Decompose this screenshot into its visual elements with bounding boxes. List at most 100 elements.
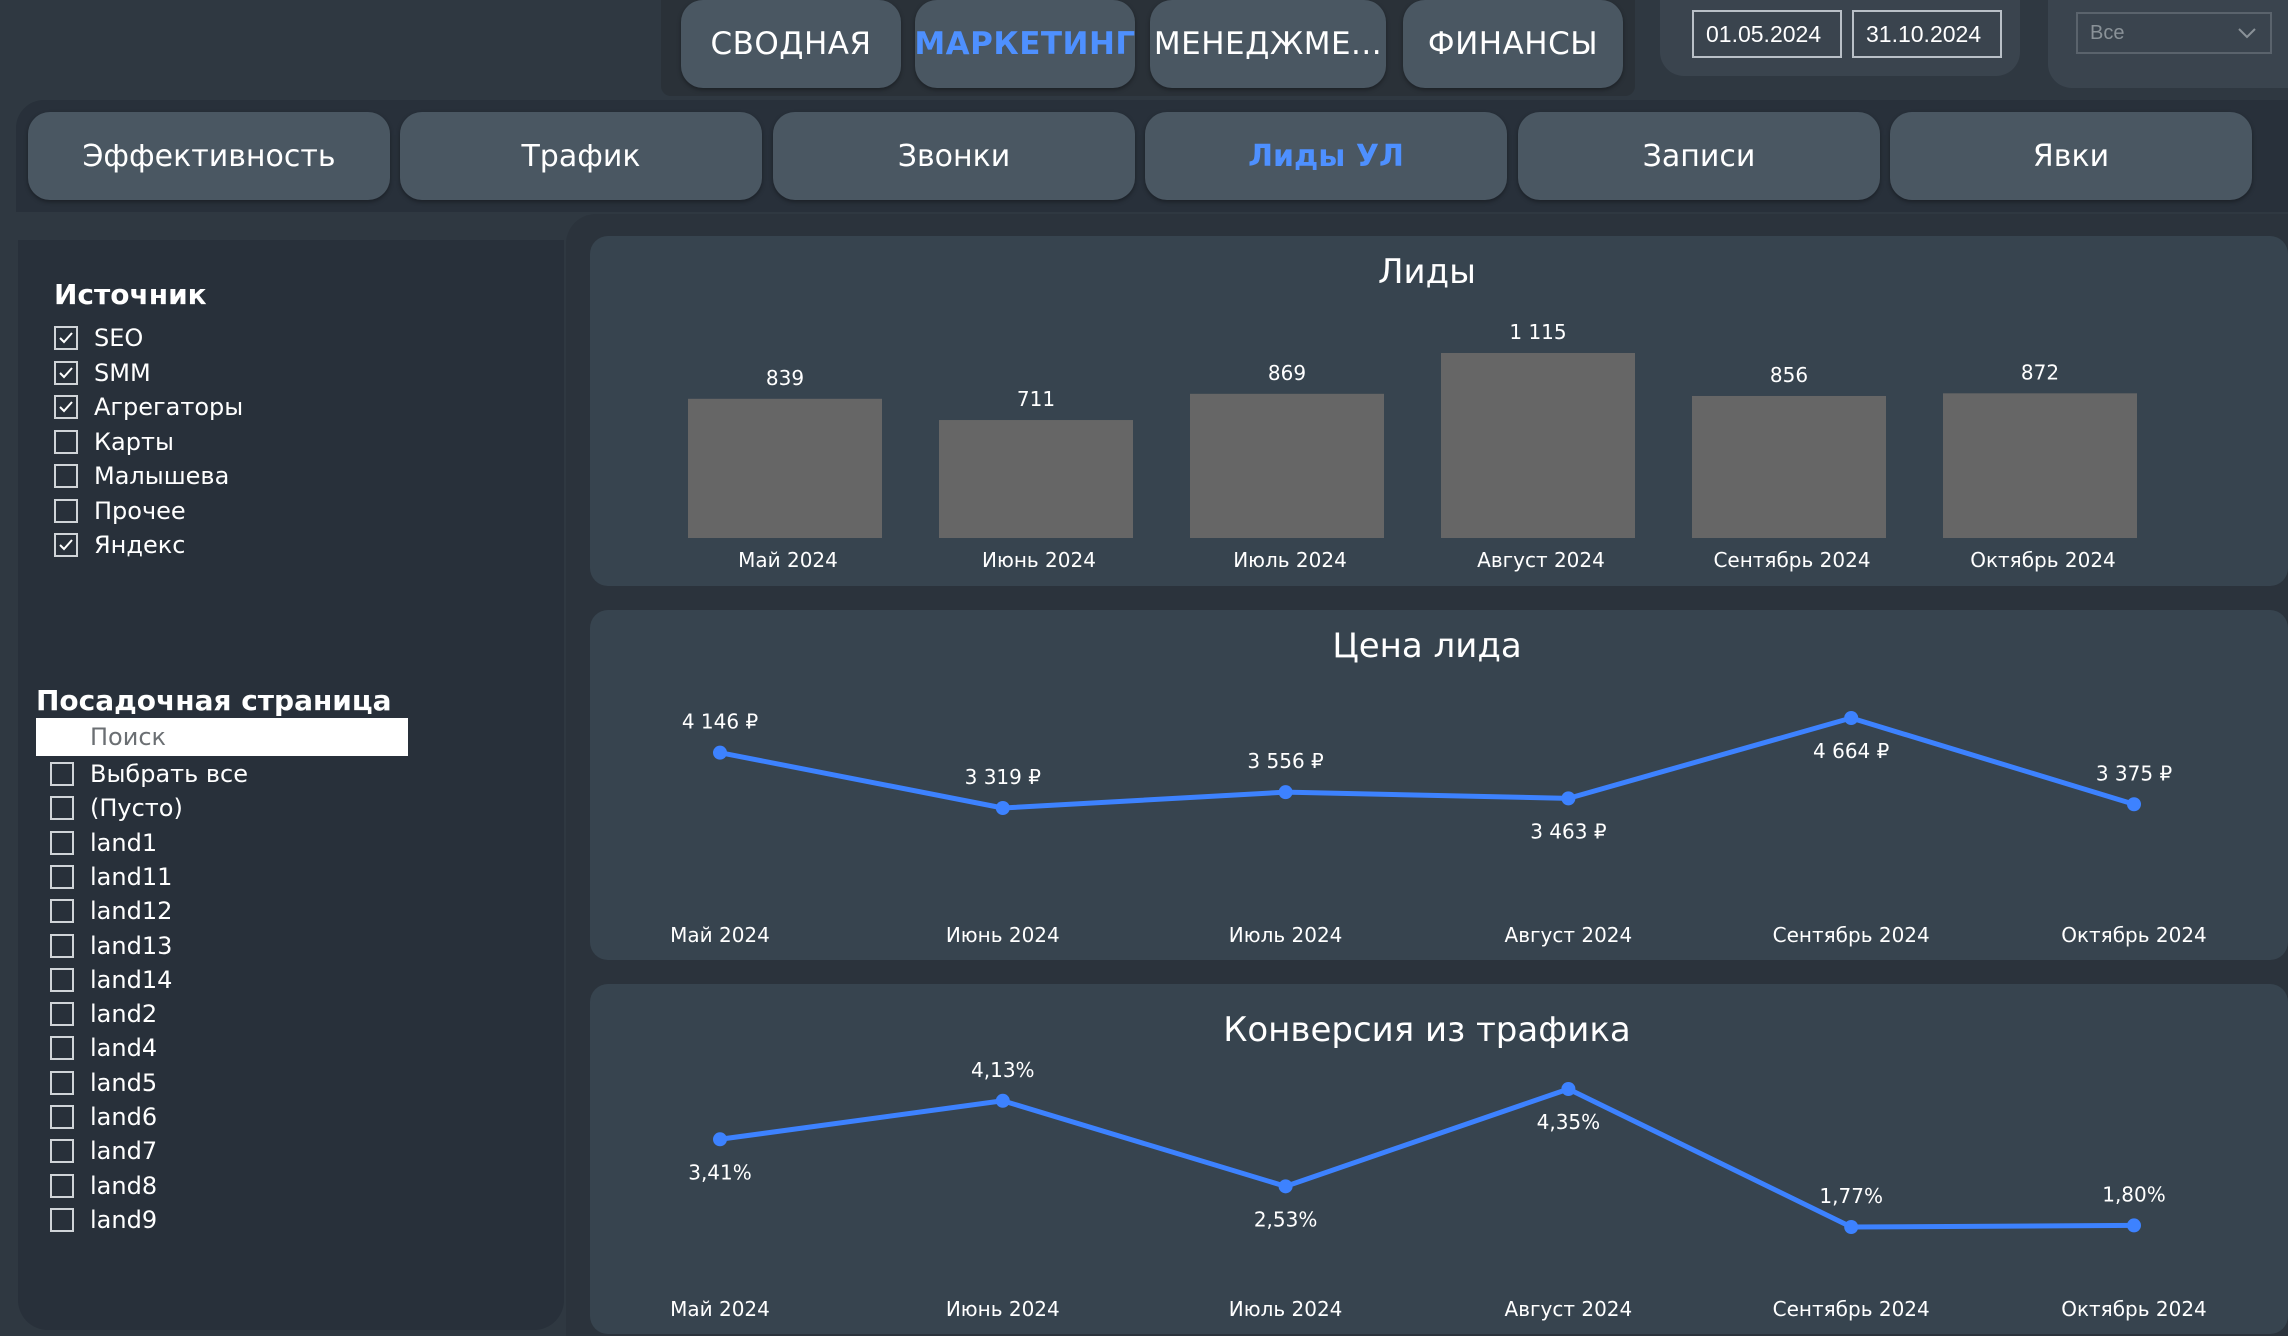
x-tick-label: Октябрь 2024 xyxy=(2061,923,2207,947)
bar[interactable] xyxy=(688,398,882,538)
source-option[interactable]: Карты xyxy=(54,428,174,456)
data-label: 856 xyxy=(1770,363,1808,387)
checkbox[interactable] xyxy=(54,498,78,523)
checkbox[interactable] xyxy=(50,830,74,855)
checkbox[interactable] xyxy=(50,796,74,821)
subtab-appointments[interactable]: Записи xyxy=(1518,112,1880,200)
x-tick-label: Июнь 2024 xyxy=(982,548,1096,572)
data-point[interactable] xyxy=(995,1093,1010,1108)
data-point[interactable] xyxy=(1278,785,1293,800)
source-option[interactable]: Прочее xyxy=(54,497,186,525)
source-option[interactable]: Агрегаторы xyxy=(54,393,243,421)
landing-search-input[interactable]: Поиск xyxy=(36,718,408,756)
landing-option[interactable]: land12 xyxy=(50,897,172,925)
checkbox[interactable] xyxy=(54,429,78,454)
filter-dropdown[interactable]: Все xyxy=(2076,12,2272,54)
date-to-input[interactable]: 31.10.2024 xyxy=(1852,10,2002,58)
checkbox[interactable] xyxy=(50,1139,74,1164)
checkbox[interactable] xyxy=(50,899,74,924)
checkbox[interactable] xyxy=(50,1207,74,1232)
checkbox[interactable] xyxy=(50,1036,74,1061)
tab-summary[interactable]: СВОДНАЯ xyxy=(681,0,901,88)
landing-option[interactable]: land7 xyxy=(50,1137,157,1165)
checkbox[interactable] xyxy=(50,1105,74,1129)
bar[interactable] xyxy=(1943,393,2137,538)
source-option[interactable]: SEO xyxy=(54,324,143,352)
checkbox-label: land5 xyxy=(90,1068,158,1097)
landing-option[interactable]: land5 xyxy=(50,1069,157,1097)
bar[interactable] xyxy=(1190,393,1384,538)
landing-option[interactable]: land6 xyxy=(50,1103,157,1131)
landing-option[interactable]: land14 xyxy=(50,966,172,994)
filter-dropdown-value: Все xyxy=(2090,21,2125,44)
top-nav: СВОДНАЯ МАРКЕТИНГ МЕНЕДЖМЕ... ФИНАНСЫ xyxy=(661,0,1635,96)
subtab-visits[interactable]: Явки xyxy=(1890,112,2252,200)
chevron-down-icon xyxy=(2238,28,2256,39)
date-from-input[interactable]: 01.05.2024 xyxy=(1692,10,1842,58)
checkbox[interactable] xyxy=(54,533,78,557)
data-label: 839 xyxy=(766,366,804,390)
tab-management[interactable]: МЕНЕДЖМЕ... xyxy=(1150,0,1386,88)
landing-option[interactable]: land8 xyxy=(50,1172,157,1200)
checkbox[interactable] xyxy=(50,762,74,786)
subtab-calls[interactable]: Звонки xyxy=(773,112,1135,200)
date-range: 01.05.2024 31.10.2024 xyxy=(1660,0,2020,76)
data-label: 1,80% xyxy=(2102,1182,2166,1206)
checkbox-label: SMM xyxy=(94,358,151,387)
x-tick-label: Август 2024 xyxy=(1505,1297,1633,1321)
data-point[interactable] xyxy=(713,745,727,760)
data-point[interactable] xyxy=(713,1132,727,1147)
checkbox[interactable] xyxy=(54,326,78,350)
landing-option[interactable]: land1 xyxy=(50,829,157,857)
landing-option[interactable]: land13 xyxy=(50,932,172,960)
data-label: 4,35% xyxy=(1537,1110,1601,1134)
data-point[interactable] xyxy=(1844,711,1859,725)
data-point[interactable] xyxy=(1561,1082,1576,1096)
checkmark-icon xyxy=(59,539,73,551)
checkbox-label: land4 xyxy=(90,1034,158,1063)
bar[interactable] xyxy=(939,420,1133,538)
data-point[interactable] xyxy=(2127,797,2141,812)
landing-option[interactable]: Выбрать все xyxy=(50,760,248,788)
subtab-traffic[interactable]: Трафик xyxy=(400,112,762,200)
landing-option[interactable]: land4 xyxy=(50,1034,157,1062)
data-label: 4 664 ₽ xyxy=(1813,739,1890,763)
checkbox[interactable] xyxy=(54,395,78,419)
source-option[interactable]: Яндекс xyxy=(54,531,185,559)
checkbox[interactable] xyxy=(50,1173,74,1198)
checkbox[interactable] xyxy=(54,360,78,385)
leads-chart-title: Лиды xyxy=(1377,252,1476,292)
bar[interactable] xyxy=(1692,395,1886,538)
landing-option[interactable]: land9 xyxy=(50,1206,157,1234)
checkmark-icon xyxy=(59,401,73,413)
checkbox[interactable] xyxy=(54,464,78,488)
data-point[interactable] xyxy=(1844,1220,1859,1234)
leads-bar-chart: 839 Май 2024 711 Июнь 2024 869 Июль 2024 1 115… xyxy=(688,320,2137,572)
checkbox-label: Малышева xyxy=(94,462,230,490)
data-point[interactable] xyxy=(995,801,1010,815)
checkbox-label: land2 xyxy=(90,1000,158,1029)
checkbox[interactable] xyxy=(50,1002,74,1027)
data-point[interactable] xyxy=(1278,1179,1293,1194)
source-title: Источник xyxy=(54,278,207,311)
checkmark-icon xyxy=(59,332,73,344)
subtab-efficiency[interactable]: Эффективность xyxy=(28,112,390,200)
subtab-leads[interactable]: Лиды УЛ xyxy=(1145,112,1507,200)
checkbox[interactable] xyxy=(50,1070,74,1095)
landing-option[interactable]: land2 xyxy=(50,1000,157,1028)
landing-option[interactable]: land11 xyxy=(50,863,172,891)
bar[interactable] xyxy=(1441,353,1635,538)
checkbox[interactable] xyxy=(50,967,74,992)
source-option[interactable]: SMM xyxy=(54,359,151,387)
tab-marketing[interactable]: МАРКЕТИНГ xyxy=(914,0,1135,88)
x-tick-label: Июль 2024 xyxy=(1229,923,1343,947)
data-point[interactable] xyxy=(2127,1218,2141,1233)
source-option[interactable]: Малышева xyxy=(54,462,229,490)
x-tick-label: Август 2024 xyxy=(1477,548,1605,572)
data-point[interactable] xyxy=(1561,791,1576,806)
tab-finance[interactable]: ФИНАНСЫ xyxy=(1403,0,1623,88)
checkbox[interactable] xyxy=(50,864,74,889)
data-label: 711 xyxy=(1017,387,1055,411)
landing-option[interactable]: (Пусто) xyxy=(50,794,183,822)
checkbox[interactable] xyxy=(50,933,74,958)
